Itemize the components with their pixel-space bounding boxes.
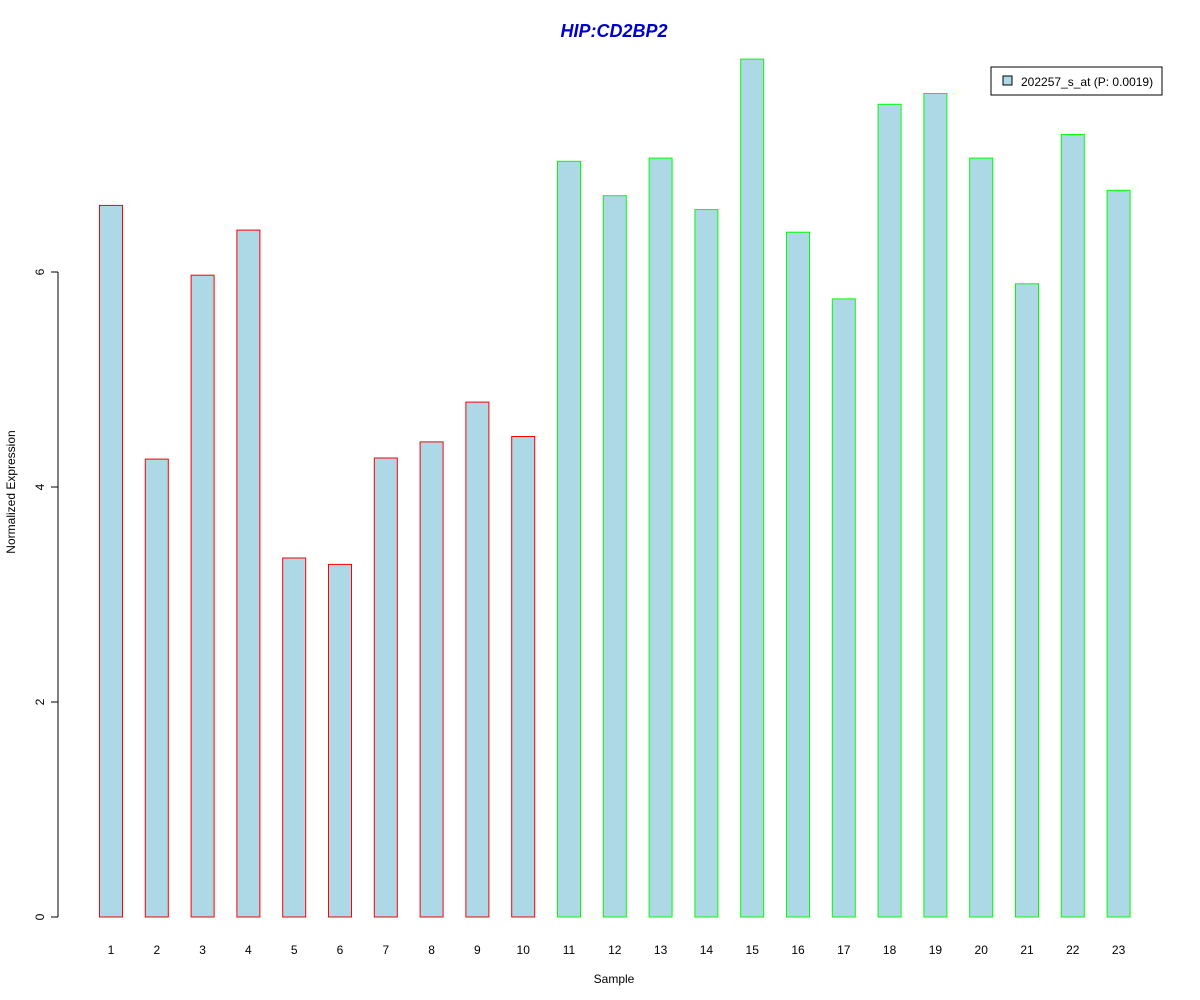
x-tick-label: 19 [929, 943, 943, 957]
bar-sample-16 [786, 231, 810, 918]
x-tick-label: 15 [746, 943, 760, 957]
x-tick-label: 6 [337, 943, 344, 957]
x-tick-label: 20 [975, 943, 989, 957]
bar-sample-7 [373, 457, 398, 918]
y-tick-label: 6 [33, 268, 47, 275]
bar-sample-5 [282, 557, 307, 918]
bar-sample-6 [328, 563, 352, 918]
x-tick-label: 17 [837, 943, 851, 957]
bar-sample-17 [831, 298, 856, 918]
bar-sample-4 [236, 229, 261, 918]
x-tick-label: 5 [291, 943, 298, 957]
x-tick-label: 13 [654, 943, 668, 957]
bar-sample-13 [648, 157, 673, 918]
x-tick-label: 7 [382, 943, 389, 957]
bar-sample-21 [1015, 283, 1039, 918]
x-tick-label: 9 [474, 943, 481, 957]
legend-label: 202257_s_at (P: 0.0019) [1021, 75, 1153, 89]
x-tick-label: 3 [199, 943, 206, 957]
bar-sample-8 [419, 441, 444, 918]
y-axis-title: Normalized Expression [4, 430, 18, 553]
x-tick-label: 11 [563, 943, 576, 957]
bar-sample-22 [1060, 133, 1085, 918]
bar-sample-12 [602, 195, 627, 918]
bar-sample-15 [740, 58, 765, 918]
x-tick-label: 18 [883, 943, 897, 957]
x-axis-title: Sample [594, 972, 635, 986]
bar-sample-20 [969, 157, 994, 918]
x-tick-label: 22 [1066, 943, 1080, 957]
bar-sample-2 [144, 458, 169, 918]
x-tick-labels: 1 2 3 4 5 6 7 8 9 10 11 12 13 14 15 16 17 18 19 20 21 22 23 [108, 943, 1126, 957]
x-tick-label: 8 [428, 943, 435, 957]
y-tick-label: 0 [33, 913, 47, 920]
y-tick-label: 2 [33, 698, 47, 705]
x-tick-label: 12 [608, 943, 622, 957]
x-tick-label: 16 [791, 943, 805, 957]
bar-sample-14 [694, 209, 719, 918]
legend-swatch [1002, 75, 1013, 86]
x-tick-label: 2 [153, 943, 160, 957]
legend-box [990, 66, 1163, 96]
bar-sample-1 [99, 204, 123, 918]
bar-sample-10 [511, 436, 536, 918]
y-tick-label: 4 [33, 483, 47, 490]
x-tick-label: 4 [245, 943, 252, 957]
chart-title: HIP:CD2BP2 [560, 21, 667, 41]
bar-sample-18 [877, 103, 902, 918]
y-axis: 0 2 4 6 [33, 268, 59, 920]
bars [99, 58, 1131, 918]
bar-sample-9 [465, 401, 490, 918]
bar-sample-3 [190, 274, 215, 918]
bar-sample-11 [557, 160, 581, 918]
x-tick-label: 23 [1112, 943, 1126, 957]
legend: 202257_s_at (P: 0.0019) [990, 66, 1163, 96]
bar-sample-19 [923, 93, 948, 918]
x-tick-label: 10 [517, 943, 531, 957]
x-tick-label: 21 [1020, 943, 1034, 957]
x-tick-label: 14 [700, 943, 714, 957]
bar-sample-23 [1106, 189, 1131, 918]
x-tick-label: 1 [108, 943, 115, 957]
